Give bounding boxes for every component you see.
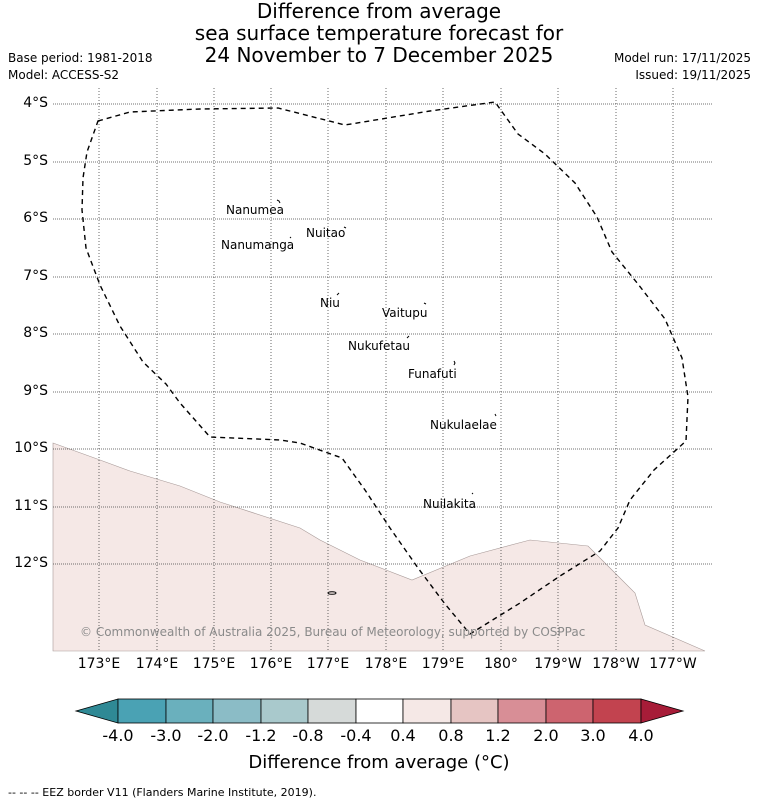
lat-label-6s: 6°S <box>23 210 48 226</box>
colorbar <box>74 698 685 724</box>
island-mark-nanumanga <box>289 236 292 239</box>
lon-label-176e: 176°E <box>249 656 293 672</box>
island-label-nuitao: Nuitao <box>306 226 346 240</box>
island-mark-nuitao <box>343 226 347 229</box>
base-period: Base period: 1981-2018 <box>8 51 153 65</box>
colorbar-tick-8: 0.8 <box>438 726 464 745</box>
island-mark-vaitupu <box>423 302 427 305</box>
lon-label-178e: 178°E <box>364 656 408 672</box>
colorbar-bin-4 <box>260 698 309 724</box>
colorbar-bin-6 <box>355 698 404 724</box>
latitude-gridlines <box>53 103 713 565</box>
lat-label-11s: 11°S <box>14 498 48 514</box>
colorbar-tick-9: 1.2 <box>485 726 511 745</box>
colorbar-bin-7 <box>402 698 452 724</box>
lon-label-179e: 179°E <box>421 656 465 672</box>
longitude-gridlines <box>98 88 674 651</box>
island-mark-niu <box>336 292 340 296</box>
colorbar-bin-1 <box>117 698 167 724</box>
lat-label-10s: 10°S <box>14 440 48 456</box>
title-line-3: 24 November to 7 December 2025 <box>204 43 554 67</box>
island-label-nuilakita: Nuilakita <box>423 497 476 511</box>
meta-left: Base period: 1981-2018 Model: ACCESS-S2 <box>8 50 153 84</box>
lat-label-8s: 8°S <box>23 325 48 341</box>
lon-label-178w: 178°W <box>592 656 640 672</box>
colorbar-tick-4: -1.2 <box>245 726 277 745</box>
island-label-nanumanga: Nanumanga <box>221 238 295 252</box>
lon-label-177w: 177°W <box>649 656 697 672</box>
colorbar-bin-10 <box>545 698 594 724</box>
eez-footnote: -- -- -- EEZ border V11 (Flanders Marine… <box>8 786 317 799</box>
colorbar-tick-6: -0.4 <box>340 726 372 745</box>
island-mark-nanumea <box>276 199 281 204</box>
colorbar-bin-11 <box>592 698 642 724</box>
island-label-nukulaelae: Nukulaelae <box>430 418 497 432</box>
colorbar-bin-8 <box>450 698 499 724</box>
colorbar-tick-5: -0.8 <box>292 726 324 745</box>
colorbar-tick-12: 4.0 <box>628 726 654 745</box>
lon-label-180: 180° <box>484 656 518 672</box>
small-island-south <box>327 591 337 595</box>
lat-label-9s: 9°S <box>23 383 48 399</box>
title-line-2: sea surface temperature forecast for <box>194 21 564 45</box>
island-label-vaitupu: Vaitupu <box>382 306 428 320</box>
eez-border <box>81 101 689 635</box>
colorbar-tick-2: -3.0 <box>150 726 182 745</box>
colorbar-extend-low <box>74 698 119 724</box>
island-label-niu: Niu <box>320 296 340 310</box>
colorbar-tick-7: 0.4 <box>390 726 416 745</box>
island-label-nukufetau: Nukufetau <box>348 339 411 353</box>
colorbar-bin-3 <box>212 698 262 724</box>
island-mark-nukufetau <box>406 335 410 339</box>
island-mark-nuilakita <box>471 492 474 495</box>
model-run: Model run: 17/11/2025 <box>613 51 751 65</box>
lon-label-177e: 177°E <box>306 656 350 672</box>
colorbar-bin-5 <box>307 698 357 724</box>
meta-right: Model run: 17/11/2025 Issued: 19/11/2025 <box>614 50 751 84</box>
colorbar-tick-10: 2.0 <box>533 726 559 745</box>
colorbar-bin-9 <box>497 698 547 724</box>
colorbar-tick-11: 3.0 <box>580 726 606 745</box>
island-label-funafuti: Funafuti <box>408 367 457 381</box>
colorbar-tick-1: -4.0 <box>102 726 134 745</box>
lat-label-12s: 12°S <box>14 555 48 571</box>
lat-label-4s: 4°S <box>23 95 48 111</box>
colorbar-bin-2 <box>165 698 214 724</box>
lon-label-173e: 173°E <box>77 656 121 672</box>
model-name: Model: ACCESS-S2 <box>8 68 120 82</box>
colorbar-title: Difference from average (°C) <box>248 752 510 773</box>
island-mark-nukulaelae <box>494 413 497 417</box>
lon-label-175e: 175°E <box>192 656 236 672</box>
island-mark-funafuti <box>453 360 456 366</box>
map-title: Difference from average sea surface temp… <box>0 0 758 66</box>
lon-label-179w: 179°W <box>534 656 582 672</box>
lat-label-7s: 7°S <box>23 268 48 284</box>
island-marks <box>276 199 497 495</box>
lat-label-5s: 5°S <box>23 153 48 169</box>
island-label-nanumea: Nanumea <box>226 203 284 217</box>
copyright-notice: © Commonwealth of Australia 2025, Bureau… <box>80 625 586 639</box>
colorbar-tick-3: -2.0 <box>197 726 229 745</box>
colorbar-extend-high <box>640 698 685 724</box>
lon-label-174e: 174°E <box>135 656 179 672</box>
anomaly-region <box>52 442 706 652</box>
issued-date: Issued: 19/11/2025 <box>635 68 751 82</box>
title-line-1: Difference from average <box>256 0 502 23</box>
